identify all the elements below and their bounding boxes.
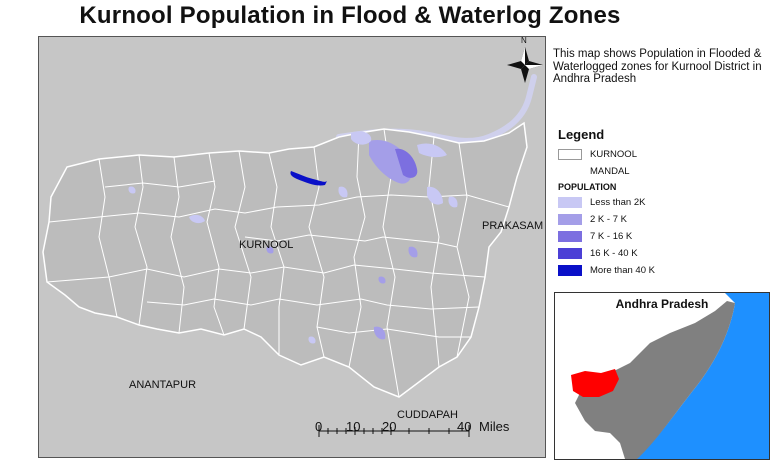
legend-class-label: Less than 2K bbox=[590, 197, 646, 208]
map-description: This map shows Population in Flooded & W… bbox=[553, 48, 762, 85]
north-arrow-icon bbox=[507, 47, 543, 83]
legend-class-4: More than 40 K bbox=[558, 264, 655, 277]
label-anantapur: ANANTAPUR bbox=[129, 379, 197, 391]
north-label: N bbox=[521, 36, 527, 45]
legend-class-label: 7 K - 16 K bbox=[590, 231, 633, 242]
scale-tick-10: 10 bbox=[346, 419, 361, 434]
legend-class-label: 16 K - 40 K bbox=[590, 248, 638, 259]
legend-class-label: More than 40 K bbox=[590, 265, 655, 276]
mandal-boundaries bbox=[46, 128, 510, 398]
map-canvas bbox=[42, 47, 543, 437]
scale-tick-40: 40 bbox=[457, 419, 472, 434]
inset-map[interactable]: Andhra Pradesh bbox=[554, 292, 770, 460]
label-kurnool: KURNOOL bbox=[239, 239, 294, 251]
kurnool-swatch bbox=[558, 149, 582, 160]
scale-bar bbox=[318, 425, 470, 437]
flood-zones bbox=[128, 131, 458, 344]
legend-mandal-label: MANDAL bbox=[590, 166, 630, 177]
legend-kurnool-label: KURNOOL bbox=[590, 149, 637, 160]
main-map[interactable]: N KURNOOL PRAKASAM ANANTAPUR CUDDAPAH 0 … bbox=[38, 36, 546, 458]
scale-tick-0: 0 bbox=[315, 419, 323, 434]
legend-swatch bbox=[558, 265, 582, 276]
legend-population-heading: POPULATION bbox=[558, 182, 617, 192]
legend-mandal: MANDAL bbox=[558, 165, 630, 178]
scale-tick-20: 20 bbox=[382, 419, 397, 434]
legend-class-1: 2 K - 7 K bbox=[558, 213, 627, 226]
bay-of-bengal bbox=[635, 293, 769, 459]
inset-canvas bbox=[555, 293, 769, 459]
legend-swatch bbox=[558, 248, 582, 259]
legend-class-0: Less than 2K bbox=[558, 196, 645, 209]
legend-title: Legend bbox=[558, 127, 605, 142]
mandal-swatch bbox=[558, 166, 582, 177]
legend-swatch bbox=[558, 231, 582, 242]
inset-title: Andhra Pradesh bbox=[615, 297, 709, 311]
legend-swatch bbox=[558, 197, 582, 208]
legend-class-3: 16 K - 40 K bbox=[558, 247, 638, 260]
label-prakasam: PRAKASAM bbox=[482, 220, 544, 232]
legend-class-2: 7 K - 16 K bbox=[558, 230, 632, 243]
legend-class-label: 2 K - 7 K bbox=[590, 214, 627, 225]
andhra-pradesh-state bbox=[575, 301, 735, 459]
label-cuddapah: CUDDAPAH bbox=[397, 409, 458, 421]
legend-swatch bbox=[558, 214, 582, 225]
kurnool-district bbox=[42, 121, 528, 398]
scale-unit: Miles bbox=[479, 419, 510, 434]
kurnool-highlight bbox=[571, 369, 619, 397]
legend-kurnool: KURNOOL bbox=[558, 148, 637, 161]
map-title: Kurnool Population in Flood & Waterlog Z… bbox=[79, 2, 621, 29]
